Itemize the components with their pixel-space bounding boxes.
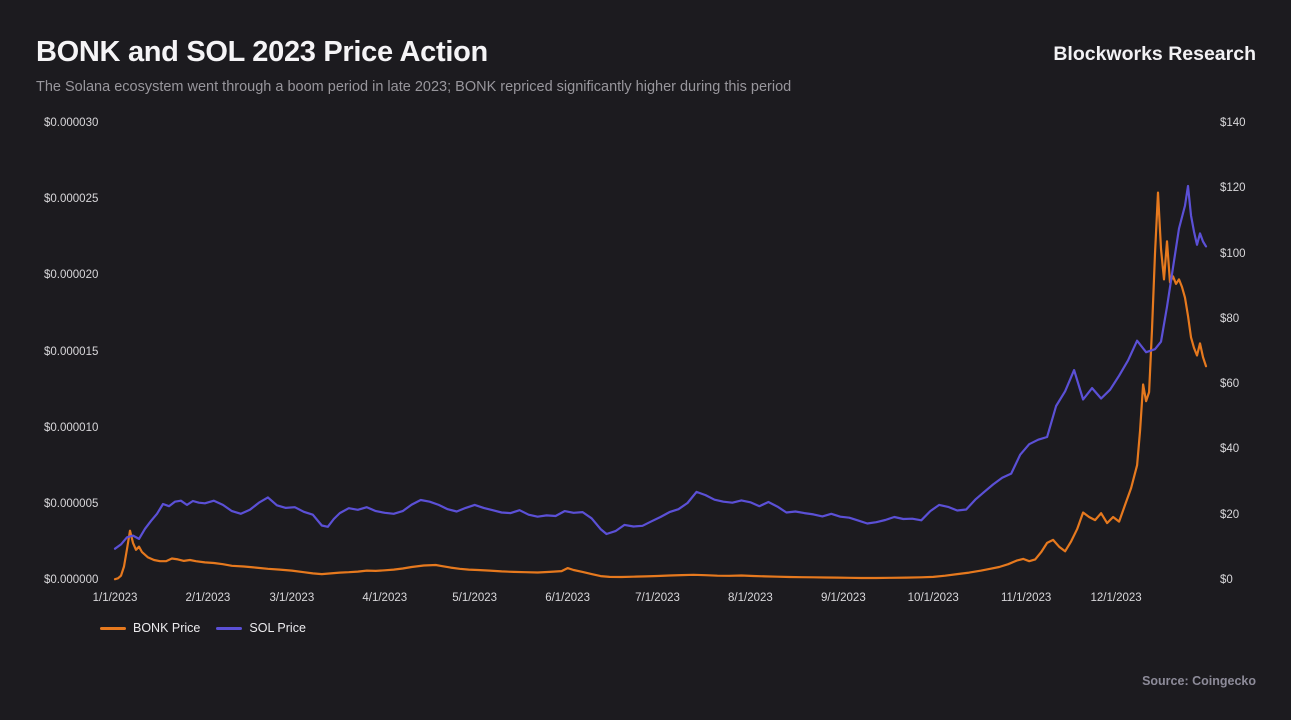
y-right-tick-label: $0 [1220,574,1233,586]
y-right-tick-label: $60 [1220,378,1240,391]
x-axis-tick-label: 3/1/2023 [269,592,315,604]
brand-wordmark: Blockworks Research [1053,43,1256,65]
y-left-tick-label: $0.000030 [44,117,99,129]
bonk-price-line [113,191,1208,581]
x-axis-tick-label: 2/1/2023 [185,592,231,604]
x-axis-tick-label: 1/1/2023 [92,592,138,604]
y-right-tick-label: $120 [1220,182,1246,195]
page-subtitle: The Solana ecosystem went through a boom… [36,79,792,95]
legend-label: BONK Price [133,621,201,635]
y-left-tick-label: $0.000000 [44,574,99,586]
x-axis-tick-label: 12/1/2023 [1090,592,1142,604]
y-left-tick-label: $0.000015 [44,345,99,358]
legend-label: SOL Price [249,621,306,635]
x-axis-tick-label: 10/1/2023 [907,592,959,604]
y-right-tick-label: $20 [1220,508,1240,521]
y-left-tick-label: $0.000005 [44,497,99,510]
x-axis-tick-label: 11/1/2023 [1001,592,1052,604]
y-left-tick-label: $0.000010 [44,421,99,434]
x-axis-tick-label: 7/1/2023 [635,592,680,604]
x-axis-tick-label: 9/1/2023 [820,592,866,604]
legend-line-swatch [100,626,126,630]
legend-item[interactable]: BONK Price [100,621,200,635]
y-right-tick-label: $100 [1220,247,1246,260]
legend-item[interactable]: SOL Price [216,621,306,635]
y-right-tick-label: $40 [1220,443,1240,456]
source-credit: Source: Coingecko [1142,674,1256,688]
page-title: BONK and SOL 2023 Price Action [36,36,488,68]
y-left-tick-label: $0.000020 [44,269,99,282]
chart-legend: BONK Price SOL Price [100,621,306,635]
x-axis-tick-label: 5/1/2023 [452,592,498,604]
y-left-tick-label: $0.000025 [44,193,99,206]
sol-price-line [113,184,1208,550]
x-axis-tick-label: 6/1/2023 [545,592,590,604]
y-right-tick-label: $140 [1220,117,1246,129]
legend-line-swatch [216,626,243,630]
x-axis-tick-label: 4/1/2023 [362,592,408,604]
x-axis-tick-label: 8/1/2023 [728,592,773,604]
y-right-tick-label: $80 [1220,312,1240,325]
